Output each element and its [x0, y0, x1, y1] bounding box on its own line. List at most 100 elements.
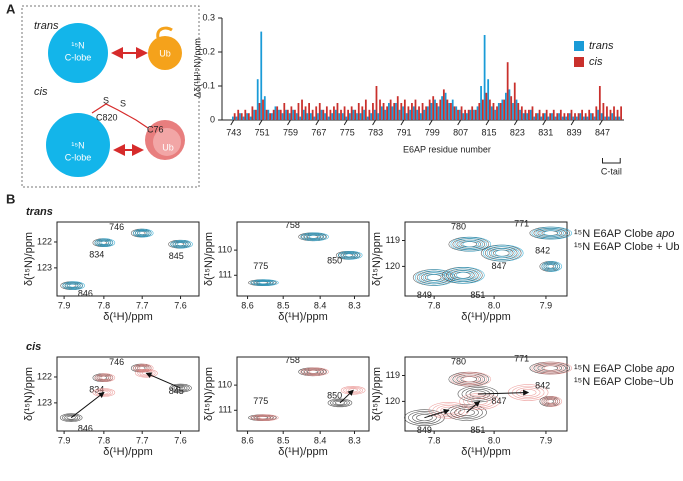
- bar: [333, 106, 335, 120]
- contour: [416, 414, 433, 422]
- bar: [331, 113, 334, 120]
- bar: [591, 113, 594, 120]
- residue-label: C820: [96, 112, 118, 122]
- x-tick-label: 8.4: [314, 300, 327, 310]
- contour: [136, 230, 150, 236]
- x-tick-label: 7.8: [98, 435, 111, 445]
- bar: [616, 109, 619, 120]
- contour: [545, 399, 555, 404]
- x-tick: [599, 119, 603, 126]
- bar: [366, 116, 369, 120]
- contour: [66, 283, 77, 288]
- bar: [492, 103, 495, 120]
- c-lobe-label: ¹⁵N: [71, 40, 84, 50]
- contour: [545, 264, 555, 269]
- y-tick-label: 0.3: [202, 12, 215, 22]
- x-tick-label: 8.5: [277, 435, 290, 445]
- contour: [252, 414, 276, 421]
- peak-label: 851: [470, 425, 485, 435]
- bar: [418, 106, 420, 120]
- bar: [414, 99, 417, 120]
- bar: [483, 35, 486, 120]
- x-tick-label: 7.9: [540, 435, 553, 445]
- x-tick-label: 751: [255, 127, 270, 137]
- bar: [618, 116, 621, 120]
- y-tick-label: 0.1: [202, 80, 215, 90]
- contour: [460, 241, 478, 248]
- contour: [308, 369, 321, 374]
- contour: [250, 414, 279, 421]
- bar: [446, 99, 449, 120]
- y-tick-label: 123: [37, 262, 52, 272]
- shift-arrow: [466, 400, 481, 413]
- x-tick-label: 823: [510, 127, 525, 137]
- contour: [412, 412, 437, 423]
- y-tick-label: 119: [386, 235, 400, 245]
- contour: [531, 361, 573, 375]
- x-tick-label: 7.7: [136, 300, 149, 310]
- bar: [614, 116, 617, 120]
- x-tick-label: 815: [482, 127, 497, 137]
- y-tick-label: 119: [386, 370, 400, 380]
- bar: [487, 79, 490, 120]
- row-label: trans: [26, 206, 53, 218]
- bar: [286, 109, 289, 120]
- x-tick-label: 743: [226, 127, 241, 137]
- bar: [435, 103, 438, 120]
- contour: [174, 241, 189, 247]
- x-tick-label: 7.6: [174, 435, 187, 445]
- scheme: trans ¹⁵N C-lobe Ub cis C820 ¹⁵N C-lobe …: [21, 5, 200, 188]
- bar: [609, 109, 612, 120]
- contour: [541, 365, 559, 371]
- contour: [539, 261, 561, 272]
- bar: [345, 116, 348, 120]
- x-tick: [457, 119, 462, 126]
- bar: [476, 106, 479, 120]
- bar: [318, 103, 321, 120]
- annotation: C-tail: [601, 166, 622, 176]
- bar: [267, 109, 270, 120]
- x-tick-label: 847: [595, 127, 610, 137]
- contour: [98, 240, 112, 246]
- contour: [507, 384, 549, 401]
- bar: [276, 106, 279, 120]
- bar: [400, 103, 403, 120]
- peak-label: 847: [491, 396, 506, 406]
- bar: [244, 109, 247, 120]
- contour: [308, 234, 321, 239]
- bar: [396, 96, 399, 120]
- bar: [427, 106, 429, 120]
- bar: [439, 99, 442, 120]
- bar: [343, 106, 346, 120]
- contour: [547, 399, 557, 404]
- bar: [524, 109, 527, 120]
- x-tick-label: 7.8: [428, 300, 441, 310]
- spectrum-frame: [404, 356, 568, 432]
- bar: [235, 116, 238, 120]
- bar: [575, 116, 578, 120]
- contour: [458, 374, 484, 384]
- x-tick: [570, 119, 575, 126]
- x-tick-label: 807: [453, 127, 468, 137]
- x-tick-label: 8.0: [488, 300, 501, 310]
- x-tick-label: 8.5: [277, 300, 290, 310]
- contour: [454, 238, 488, 251]
- peak-label: 849: [417, 290, 432, 300]
- bar: [322, 109, 325, 120]
- bar: [409, 109, 412, 120]
- y-tick-label: 110: [218, 379, 232, 389]
- contour: [545, 263, 559, 270]
- bar: [311, 109, 314, 120]
- bar: [434, 99, 436, 120]
- spectrum-frame: [236, 356, 370, 432]
- bar: [357, 103, 360, 120]
- bar: [377, 113, 380, 120]
- contour: [494, 249, 512, 257]
- peak-label: 849: [417, 425, 432, 435]
- bar: [583, 116, 585, 120]
- contour: [303, 368, 327, 376]
- contour: [62, 414, 81, 422]
- bar: [242, 116, 245, 120]
- peak-label: 851: [470, 290, 485, 300]
- contour: [450, 236, 492, 252]
